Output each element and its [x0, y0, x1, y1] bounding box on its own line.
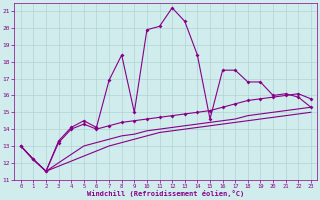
X-axis label: Windchill (Refroidissement éolien,°C): Windchill (Refroidissement éolien,°C): [87, 190, 244, 197]
